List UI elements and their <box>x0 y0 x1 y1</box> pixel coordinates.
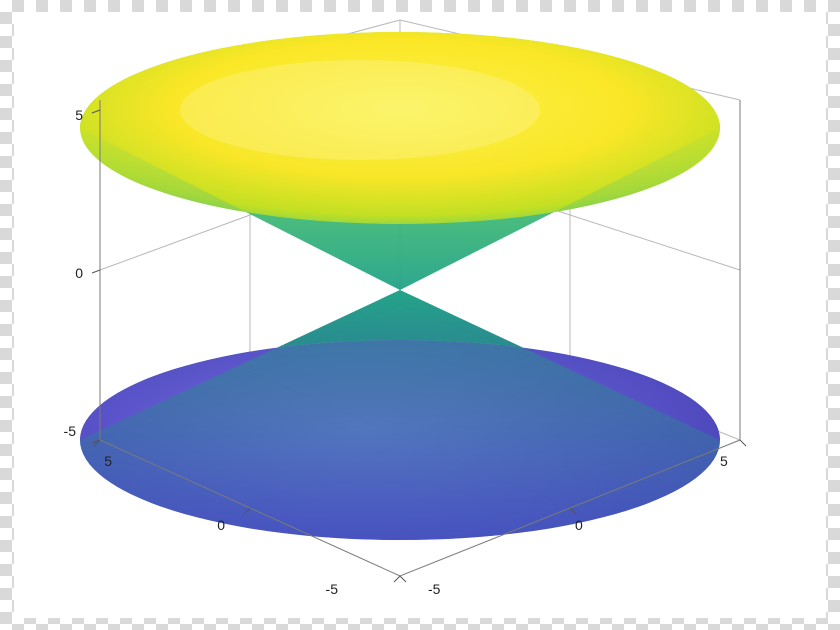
z-tick-high: 5 <box>75 107 83 123</box>
y-tick-high: 5 <box>104 453 112 469</box>
x-tick-high: 5 <box>720 453 728 469</box>
z-tick-low: -5 <box>64 423 77 439</box>
y-tick-mid: 0 <box>217 517 225 533</box>
surface3d-plot: 5 0 -5 5 0 -5 5 0 -5 <box>0 0 840 630</box>
cone-top-highlight <box>180 60 540 160</box>
x-tick-mid: 0 <box>575 517 583 533</box>
y-tick-low: -5 <box>326 581 339 597</box>
figure-canvas: 5 0 -5 5 0 -5 5 0 -5 <box>0 0 840 630</box>
x-tick-low: -5 <box>428 581 441 597</box>
z-tick-mid: 0 <box>75 265 83 281</box>
